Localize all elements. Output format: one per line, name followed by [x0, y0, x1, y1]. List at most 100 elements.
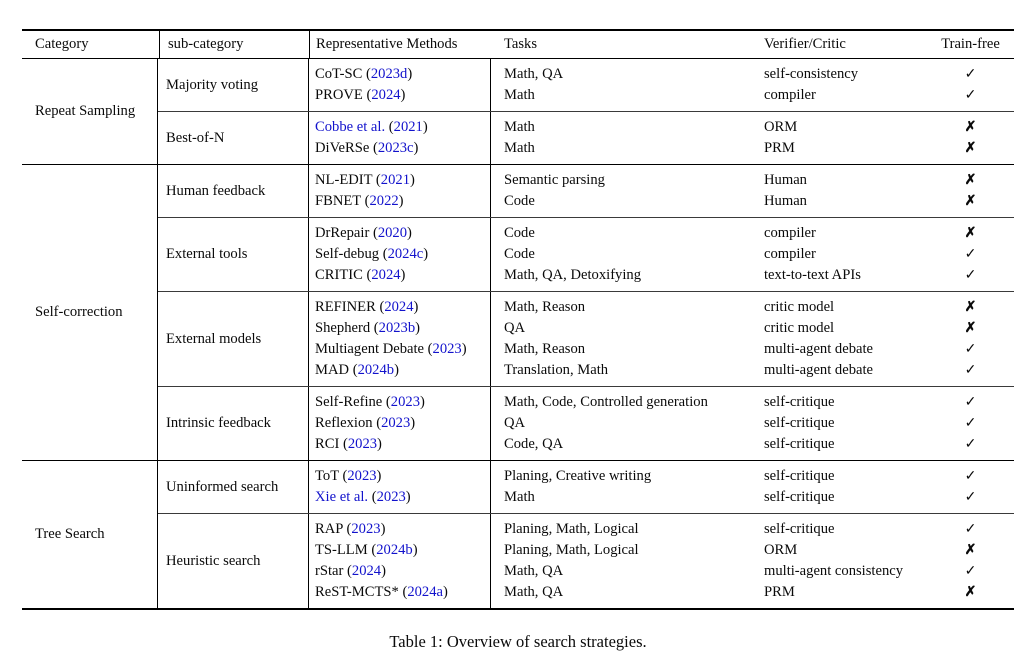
column-header-tasks: Tasks — [504, 36, 538, 52]
mark-glyph: ✓ — [964, 268, 977, 283]
tasks-cell: Planing, Creative writing — [504, 468, 652, 484]
category-cell: Tree Search — [35, 526, 105, 542]
mark-glyph: ✓ — [964, 522, 977, 537]
citation-link[interactable]: 2024 — [371, 267, 401, 283]
citation-link[interactable]: 2023b — [378, 320, 416, 336]
verifier-cell: ORM — [764, 119, 798, 135]
verifier-cell: critic model — [764, 299, 835, 315]
citation-link[interactable]: 2022 — [369, 193, 399, 209]
trainfree-cross-icon: ✗ — [927, 297, 1014, 318]
table-row: DrRepair (2020) Code compiler ✗ — [309, 223, 1014, 244]
mark-glyph: ✗ — [964, 300, 977, 315]
tasks-cell: Math — [504, 489, 535, 505]
column-header-subcategory: sub-category — [159, 31, 309, 58]
method-cell: REFINER (2024) — [315, 299, 419, 315]
verifier-cell: compiler — [764, 225, 816, 241]
subcategory-block: Intrinsic feedback Self-Refine (2023) Math… — [158, 386, 1014, 460]
citation-link[interactable]: 2024c — [387, 246, 424, 262]
method-rows: REFINER (2024) Math, Reason critic model ✗ S… — [308, 292, 1014, 386]
mark-glyph: ✗ — [964, 543, 977, 558]
citation-link[interactable]: 2023c — [377, 140, 414, 156]
table-row: NL-EDIT (2021) Semantic parsing Human ✗ — [309, 170, 1014, 191]
category-section: Repeat Sampling Majority voting CoT-SC (20… — [22, 59, 1014, 164]
table-row: RAP (2023) Planing, Math, Logical self-cri… — [309, 519, 1014, 540]
subcategory-cell: Best-of-N — [166, 129, 225, 146]
tasks-cell: Planing, Math, Logical — [504, 521, 639, 537]
subcategory-block: Majority voting CoT-SC (2023d) Math, QA sel… — [158, 59, 1014, 111]
method-cell: Xie et al. (2023) — [315, 489, 411, 505]
category-section: Tree Search Uninformed search ToT (2023) Pl… — [22, 460, 1014, 608]
citation-link[interactable]: 2023 — [381, 415, 411, 431]
mark-glyph: ✓ — [964, 564, 977, 579]
mark-glyph: ✗ — [964, 173, 977, 188]
subcategory-cell: Majority voting — [166, 76, 259, 93]
trainfree-cross-icon: ✗ — [927, 540, 1014, 561]
subcategory-block: External models REFINER (2024) Math, Reaso… — [158, 291, 1014, 386]
column-header-category: Category — [35, 36, 89, 52]
table-row: MAD (2024b) Translation, Math multi-agent … — [309, 360, 1014, 381]
tasks-cell: Code — [504, 246, 535, 262]
method-cell: CoT-SC (2023d) — [315, 66, 413, 82]
method-name: FBNET — [315, 193, 361, 209]
mark-glyph: ✓ — [964, 363, 977, 378]
subcategory-cell: Human feedback — [166, 182, 266, 199]
table-row: Shepherd (2023b) QA critic model ✗ — [309, 318, 1014, 339]
method-name: Self-debug — [315, 246, 380, 262]
citation-link[interactable]: 2024b — [376, 542, 413, 558]
method-name: Shepherd — [315, 320, 371, 336]
citation-link[interactable]: 2023d — [370, 66, 408, 82]
method-cell: Self-debug (2024c) — [315, 246, 429, 262]
trainfree-cross-icon: ✗ — [927, 582, 1014, 603]
method-cell: Shepherd (2023b) — [315, 320, 420, 336]
citation-link[interactable]: 2023 — [376, 489, 406, 505]
subcategory-cell: Heuristic search — [166, 552, 261, 569]
method-name: DrRepair — [315, 225, 370, 241]
citation-link[interactable]: 2020 — [377, 225, 408, 241]
subcategory-block: Heuristic search RAP (2023) Planing, Math,… — [158, 513, 1014, 608]
tasks-cell: Translation, Math — [504, 362, 609, 378]
verifier-cell: multi-agent debate — [764, 362, 874, 378]
tasks-cell: Math, QA, Detoxifying — [504, 267, 642, 283]
trainfree-cross-icon: ✗ — [927, 138, 1014, 159]
tasks-cell: Math, QA — [504, 584, 564, 600]
citation-link[interactable]: 2023 — [347, 436, 378, 452]
mark-glyph: ✓ — [964, 342, 977, 357]
verifier-cell: text-to-text APIs — [764, 267, 861, 283]
citation-link[interactable]: 2021 — [393, 119, 423, 135]
tasks-cell: Code, QA — [504, 436, 564, 452]
mark-glyph: ✗ — [964, 321, 977, 336]
method-rows: ToT (2023) Planing, Creative writing self-… — [308, 461, 1014, 513]
table-row: Self-Refine (2023) Math, Code, Controlled… — [309, 392, 1014, 413]
citation-link[interactable]: 2023 — [390, 394, 420, 410]
tasks-cell: QA — [504, 415, 526, 431]
table-row: ToT (2023) Planing, Creative writing self-… — [309, 466, 1014, 487]
search-strategies-table: Category sub-category Representative Met… — [22, 29, 1014, 610]
method-name: CRITIC — [315, 267, 363, 283]
citation-link[interactable]: 2024b — [357, 362, 395, 378]
trainfree-check-icon: ✓ — [927, 519, 1014, 540]
citation-link[interactable]: 2023 — [351, 521, 381, 537]
citation-link[interactable]: 2024 — [371, 87, 401, 103]
mark-glyph: ✓ — [964, 416, 977, 431]
method-name[interactable]: Cobbe et al. — [315, 119, 386, 135]
citation-link[interactable]: 2024a — [407, 584, 443, 600]
table-row: DiVeRSe (2023c) Math PRM ✗ — [309, 138, 1014, 159]
method-name: DiVeRSe — [315, 140, 370, 156]
method-rows: Cobbe et al. (2021) Math ORM ✗ DiVeRSe (2023… — [308, 112, 1014, 164]
citation-link[interactable]: 2023 — [347, 468, 377, 484]
method-name[interactable]: Xie et al. — [315, 489, 369, 505]
tasks-cell: Math, QA — [504, 66, 564, 82]
category-cell: Repeat Sampling — [35, 103, 136, 119]
tasks-cell: Math — [504, 87, 535, 103]
citation-link[interactable]: 2024 — [384, 299, 414, 315]
table-row: Self-debug (2024c) Code compiler ✓ — [309, 244, 1014, 265]
citation-link[interactable]: 2023 — [432, 341, 462, 357]
citation-link[interactable]: 2024 — [351, 563, 382, 579]
mark-glyph: ✗ — [964, 120, 977, 135]
method-name: REFINER — [315, 299, 376, 315]
trainfree-check-icon: ✓ — [927, 64, 1014, 85]
verifier-cell: Human — [764, 172, 807, 188]
table-row: REFINER (2024) Math, Reason critic model ✗ — [309, 297, 1014, 318]
citation-link[interactable]: 2021 — [380, 172, 410, 188]
